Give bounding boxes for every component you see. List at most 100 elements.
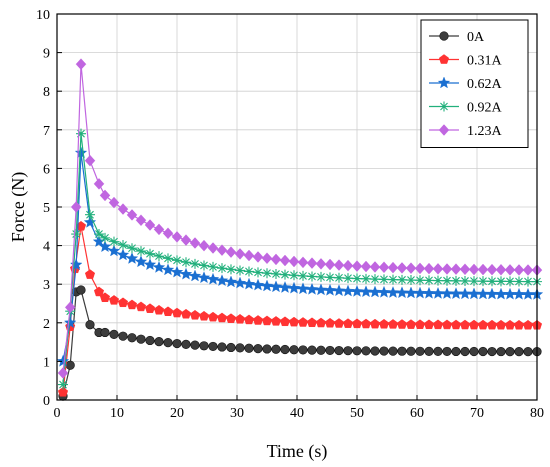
data-point	[181, 339, 191, 349]
data-point	[63, 316, 77, 329]
y-tick-label: 7	[43, 124, 50, 139]
data-point	[172, 255, 182, 266]
data-point	[388, 274, 398, 285]
data-point	[316, 345, 326, 355]
data-point	[514, 347, 524, 357]
y-tick-label: 3	[43, 278, 50, 293]
data-point	[161, 263, 175, 276]
data-point	[199, 341, 209, 351]
data-point	[117, 297, 129, 308]
data-point	[217, 263, 227, 274]
data-point	[252, 251, 264, 263]
legend-label: 0.62A	[467, 77, 503, 92]
data-point	[144, 219, 156, 231]
data-point	[413, 286, 427, 299]
data-point	[352, 346, 362, 356]
data-point	[244, 343, 254, 353]
data-point	[387, 319, 399, 329]
data-point	[152, 260, 166, 273]
data-point	[153, 304, 165, 315]
data-point	[343, 273, 353, 284]
data-point	[136, 246, 146, 257]
data-point	[513, 319, 525, 330]
data-point	[289, 270, 299, 281]
data-point	[190, 258, 200, 269]
data-point	[323, 283, 337, 296]
data-point	[224, 275, 238, 288]
data-point	[75, 58, 87, 70]
data-point	[261, 315, 273, 326]
y-tick-label: 0	[43, 394, 50, 409]
data-point	[171, 307, 183, 318]
data-point	[361, 346, 371, 356]
data-point	[316, 271, 326, 282]
data-point	[341, 284, 355, 297]
data-point	[278, 281, 292, 293]
data-point	[280, 269, 290, 280]
data-point	[93, 178, 105, 190]
data-point	[369, 261, 381, 273]
data-point	[108, 196, 120, 209]
data-point	[459, 263, 471, 276]
data-point	[486, 263, 498, 276]
data-point	[271, 344, 281, 354]
data-point	[486, 319, 498, 330]
data-point	[458, 287, 472, 300]
data-point	[495, 263, 507, 276]
series-0A	[58, 285, 542, 401]
data-point	[180, 308, 192, 319]
data-point	[505, 276, 515, 287]
data-point	[252, 315, 264, 325]
data-point	[118, 240, 128, 251]
data-point	[225, 313, 237, 323]
data-point	[505, 346, 515, 357]
x-axis-title: Time (s)	[267, 441, 328, 462]
data-point	[415, 275, 425, 286]
data-point	[395, 286, 409, 299]
y-axis-title: Force (N)	[8, 172, 29, 242]
data-point	[297, 317, 309, 327]
data-point	[361, 273, 371, 284]
data-point	[396, 319, 408, 329]
data-point	[406, 346, 416, 356]
data-point	[351, 318, 363, 329]
data-point	[253, 344, 263, 354]
data-point	[298, 345, 308, 355]
data-point	[315, 317, 327, 328]
data-point	[405, 262, 417, 274]
data-point	[522, 319, 534, 330]
data-point	[296, 282, 310, 295]
data-point	[135, 214, 147, 227]
y-tick-label: 6	[43, 162, 50, 177]
data-point	[74, 146, 88, 159]
data-point	[440, 287, 454, 299]
data-point	[57, 367, 69, 379]
data-point	[206, 272, 220, 285]
data-point	[207, 242, 219, 254]
data-point	[496, 346, 506, 357]
data-point	[431, 286, 445, 299]
data-point	[94, 229, 104, 240]
data-point	[325, 345, 335, 356]
data-point	[179, 267, 193, 280]
data-point	[107, 244, 121, 257]
data-point	[405, 319, 417, 329]
data-point	[208, 341, 218, 352]
data-point	[163, 338, 173, 348]
data-point	[197, 271, 211, 284]
data-point	[441, 263, 453, 275]
legend-marker	[439, 101, 449, 112]
data-point	[145, 248, 155, 259]
data-point	[154, 337, 164, 347]
data-point	[423, 319, 435, 330]
data-point	[332, 284, 346, 297]
data-point	[521, 287, 535, 300]
data-point	[377, 285, 391, 298]
data-point	[57, 386, 69, 397]
data-point	[109, 329, 119, 340]
data-point	[288, 255, 300, 268]
data-point	[325, 272, 335, 283]
y-tick-label: 1	[43, 355, 50, 370]
data-point	[242, 277, 256, 290]
legend-marker	[438, 54, 450, 64]
